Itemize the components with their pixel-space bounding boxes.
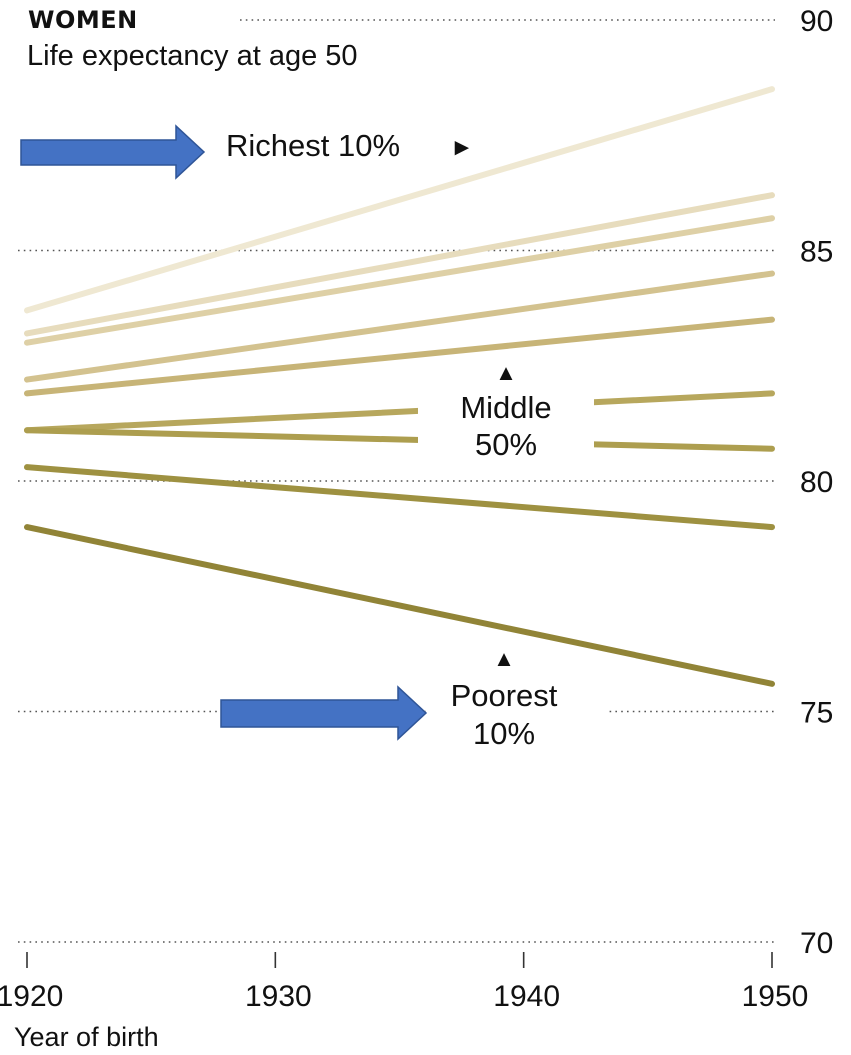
poorest-label-pct: 10% bbox=[473, 716, 535, 751]
y-tick-label: 80 bbox=[800, 466, 833, 499]
x-tick-label: 1930 bbox=[245, 980, 312, 1013]
y-tick-label: 90 bbox=[800, 5, 833, 38]
middle-label-pct: 50% bbox=[475, 427, 537, 462]
series-line-8 bbox=[24, 464, 775, 531]
series-line-2 bbox=[24, 192, 775, 337]
x-tick-label: 1950 bbox=[742, 980, 809, 1013]
series-line-4 bbox=[24, 270, 775, 383]
series-line-9 bbox=[24, 524, 775, 687]
x-axis-label: Year of birth bbox=[14, 1022, 159, 1052]
x-tick-label: 1940 bbox=[493, 980, 560, 1013]
poorest-label: Poorest bbox=[451, 678, 558, 713]
series-line-1 bbox=[24, 86, 775, 314]
y-tick-label: 75 bbox=[800, 697, 833, 730]
y-tick-label: 70 bbox=[800, 927, 833, 960]
middle-label-bg bbox=[418, 385, 594, 465]
richest-marker: ► bbox=[450, 134, 474, 161]
middle-label: Middle bbox=[460, 390, 551, 425]
series-line-6 bbox=[24, 390, 775, 434]
x-tick-label: 1920 bbox=[0, 980, 63, 1013]
series-line-3 bbox=[24, 215, 775, 346]
chart-title: WOMEN bbox=[28, 6, 138, 34]
poorest-marker: ▲ bbox=[493, 646, 515, 671]
y-tick-label: 85 bbox=[800, 236, 833, 269]
series-line-7 bbox=[24, 427, 775, 452]
middle-marker: ▲ bbox=[495, 360, 517, 385]
richest-arrow-icon bbox=[20, 124, 206, 180]
series-line-5 bbox=[24, 316, 775, 397]
poorest-arrow-icon bbox=[220, 685, 428, 741]
richest-label: Richest 10% bbox=[226, 128, 400, 163]
chart-subtitle: Life expectancy at age 50 bbox=[27, 40, 358, 72]
poorest-label-bg bbox=[428, 672, 608, 756]
